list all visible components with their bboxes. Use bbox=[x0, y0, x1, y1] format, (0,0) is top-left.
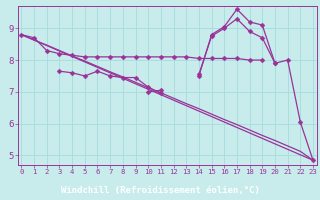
Text: Windchill (Refroidissement éolien,°C): Windchill (Refroidissement éolien,°C) bbox=[60, 186, 260, 196]
